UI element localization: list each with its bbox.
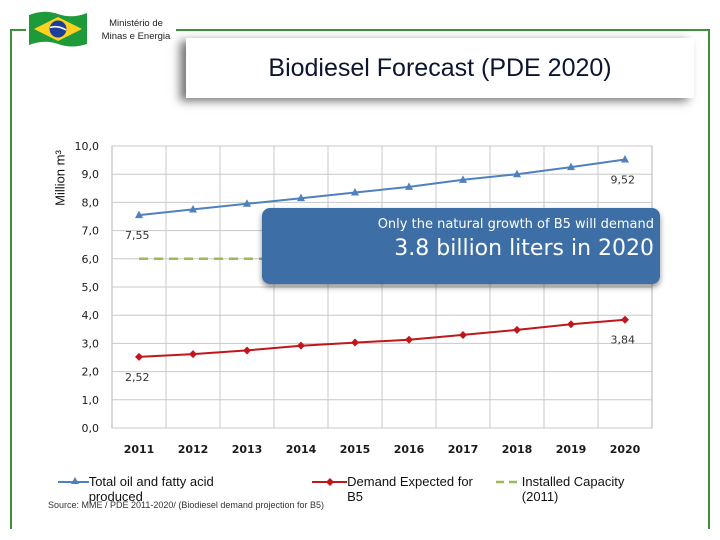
series-demand-point — [297, 341, 305, 350]
series-oil-point — [135, 210, 143, 219]
x-tick-label: 2020 — [610, 443, 641, 456]
series-oil-point — [567, 162, 575, 171]
x-tick-label: 2019 — [556, 443, 587, 456]
series-oil-point — [405, 182, 413, 190]
series-oil-point — [297, 193, 305, 202]
series-demand-point — [135, 352, 143, 361]
x-tick-label: 2013 — [232, 443, 263, 456]
series-oil-point — [243, 199, 251, 207]
frame-line-left — [10, 29, 12, 529]
series-demand-point — [351, 338, 359, 347]
series-demand-point — [459, 330, 467, 339]
legend-demand-label: Demand Expected for B5 — [347, 474, 473, 504]
y-tick-label: 4,0 — [82, 309, 100, 322]
title-box: Biodiesel Forecast (PDE 2020) — [186, 38, 694, 98]
callout-line-1: Only the natural growth of B5 will deman… — [377, 217, 654, 232]
series-oil-point — [513, 169, 521, 178]
y-tick-label: 2,0 — [82, 366, 100, 379]
x-tick-label: 2011 — [124, 443, 155, 456]
x-tick-label: 2018 — [502, 443, 533, 456]
frame-line-right — [708, 29, 710, 529]
legend-demand-marker — [312, 478, 348, 486]
y-tick-label: 8,0 — [82, 196, 100, 209]
x-tick-label: 2015 — [340, 443, 371, 456]
series-demand-point — [405, 335, 413, 344]
y-tick-label: 6,0 — [82, 253, 100, 266]
series-oil-line — [138, 158, 626, 217]
frame-line-top-right — [176, 29, 710, 31]
x-tick-label: 2012 — [178, 443, 209, 456]
series-demand-point — [189, 350, 197, 359]
callout-box: Only the natural growth of B5 will deman… — [262, 208, 660, 284]
y-tick-label: 10,0 — [75, 140, 100, 153]
x-tick-label: 2014 — [286, 443, 317, 456]
legend-item-capacity: Installed Capacity (2011) — [494, 474, 654, 504]
x-tick-label: 2016 — [394, 443, 425, 456]
data-label-demand-first: 2,52 — [125, 371, 150, 384]
page-title: Biodiesel Forecast (PDE 2020) — [268, 53, 612, 82]
data-label-demand-last: 3,84 — [611, 334, 636, 347]
legend-item-oil: Total oil and fatty acid produced — [56, 474, 246, 504]
legend-oil-label: Total oil and fatty acid produced — [88, 474, 214, 504]
series-oil-point — [189, 204, 197, 213]
callout-line-2: 3.8 billion liters in 2020 — [394, 236, 654, 261]
series-demand-line — [138, 318, 626, 358]
series-oil-point — [351, 188, 359, 196]
series-demand-point — [621, 315, 629, 324]
legend-oil-marker — [58, 477, 89, 484]
y-tick-label: 5,0 — [82, 281, 100, 294]
data-label-oil-first: 7,55 — [125, 229, 150, 242]
x-tick-label: 2017 — [448, 443, 479, 456]
data-label-oil-last: 9,52 — [611, 174, 636, 187]
y-tick-label: 7,0 — [82, 225, 100, 238]
y-tick-label: 9,0 — [82, 168, 100, 181]
ministry-label: Ministério de Minas e Energia — [101, 18, 171, 42]
series-oil-point — [459, 175, 467, 183]
y-tick-label: 3,0 — [82, 337, 100, 350]
series-demand-point — [567, 320, 575, 329]
series-oil-point — [621, 155, 629, 163]
y-tick-label: 1,0 — [82, 394, 100, 407]
legend-capacity-label: Installed Capacity (2011) — [521, 474, 625, 504]
y-tick-label: 0,0 — [82, 422, 100, 435]
frame-line-top-left — [10, 29, 26, 31]
series-demand-point — [243, 346, 251, 355]
source-note: Source: MME / PDE 2011-2020/ (Biodiesel … — [48, 500, 324, 510]
legend-capacity-marker — [496, 480, 522, 484]
brazil-flag-icon — [26, 8, 90, 50]
series-demand-point — [513, 325, 521, 334]
legend-item-demand: Demand Expected for B5 — [310, 474, 482, 504]
